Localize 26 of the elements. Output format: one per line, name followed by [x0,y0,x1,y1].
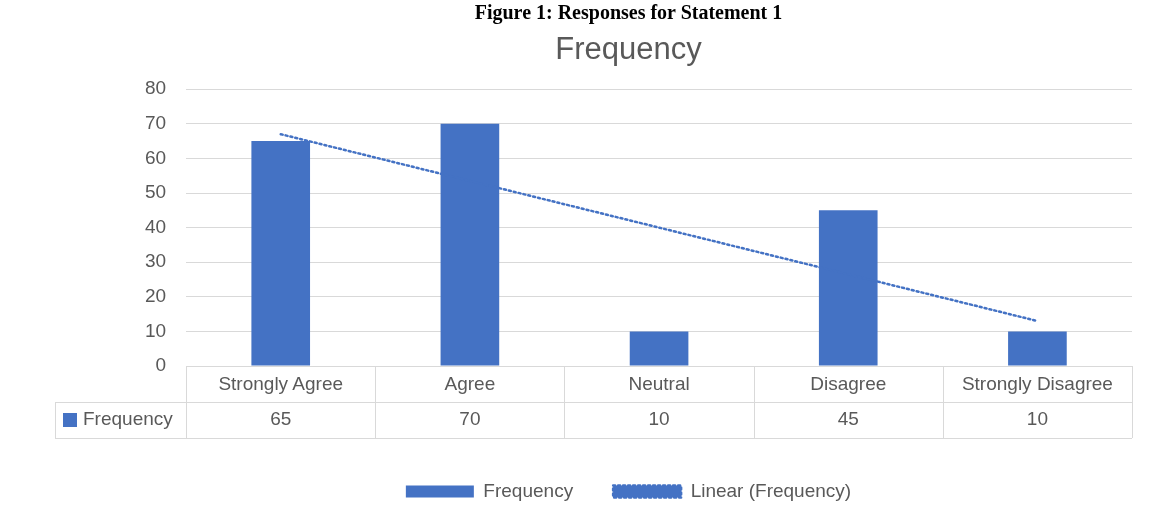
y-tick-label: 40 [144,215,167,237]
y-tick-label: 80 [144,77,167,99]
y-tick-label: 0 [155,354,167,376]
y-tick-label: 60 [144,146,167,168]
y-tick-label: 50 [144,181,167,203]
y-tick-label: 10 [144,319,167,341]
chart-subtitle: Frequency [555,31,703,67]
x-tick-label: Disagree [810,372,887,394]
text: Frequency [483,479,574,501]
x-tick-label: Strongly Agree [218,372,344,394]
data-label: 10 [1026,408,1048,430]
data-label: 10 [648,408,670,430]
data-label: 65 [270,408,292,430]
x-tick-label: Strongly Disagree [961,372,1113,394]
x-tick-label: Agree [444,372,496,394]
bar [629,331,689,366]
data-label: 45 [837,408,859,430]
legend-label: Frequency [83,408,174,430]
y-tick-label: 20 [144,285,167,307]
y-tick-label: 30 [144,250,167,272]
legend-label: Linear (Frequency) [690,479,852,501]
y-tick-label: 70 [144,112,167,134]
data-label: 70 [459,408,481,430]
chart-title: Figure 1: Responses for Statement 1 [474,1,783,25]
x-tick-label: Neutral [628,372,690,394]
bar [1008,331,1067,366]
